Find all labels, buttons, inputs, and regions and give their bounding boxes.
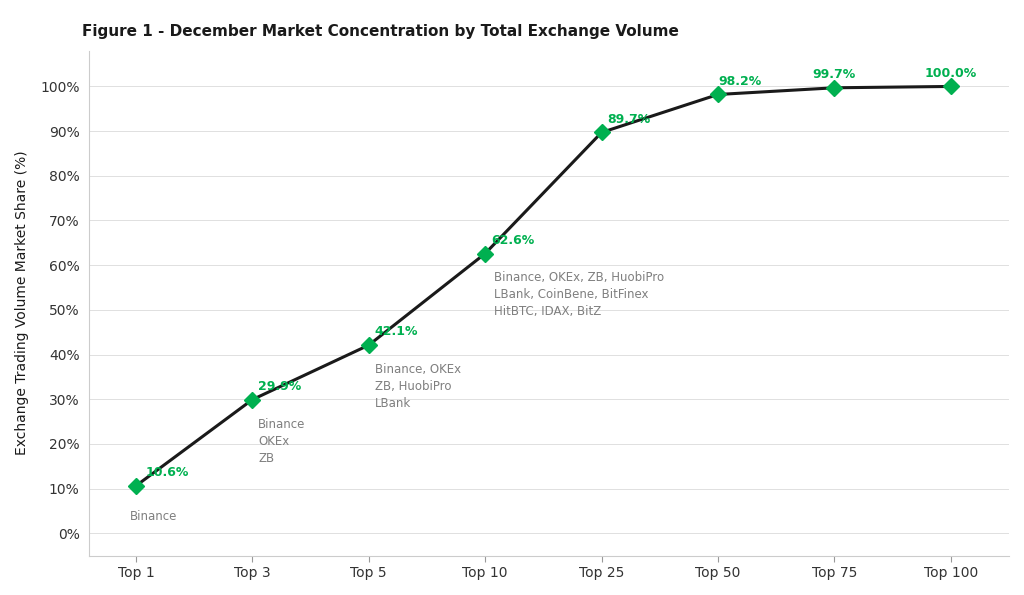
Text: 99.7%: 99.7% [813, 68, 856, 81]
Text: Binance, OKEx
ZB, HuobiPro
LBank: Binance, OKEx ZB, HuobiPro LBank [375, 363, 461, 410]
Text: 89.7%: 89.7% [607, 113, 650, 126]
Text: Binance: Binance [130, 511, 177, 524]
Text: 29.9%: 29.9% [258, 380, 301, 393]
Text: Binance, OKEx, ZB, HuobiPro
LBank, CoinBene, BitFinex
HitBTC, IDAX, BitZ: Binance, OKEx, ZB, HuobiPro LBank, CoinB… [495, 271, 665, 318]
Text: 98.2%: 98.2% [718, 75, 761, 88]
Text: 62.6%: 62.6% [490, 234, 535, 247]
Text: 42.1%: 42.1% [375, 325, 418, 339]
Text: Figure 1 - December Market Concentration by Total Exchange Volume: Figure 1 - December Market Concentration… [82, 24, 679, 39]
Text: 10.6%: 10.6% [145, 466, 188, 479]
Text: Binance
OKEx
ZB: Binance OKEx ZB [258, 418, 305, 465]
Text: 100.0%: 100.0% [925, 67, 977, 80]
Y-axis label: Exchange Trading Volume Market Share (%): Exchange Trading Volume Market Share (%) [15, 151, 29, 455]
